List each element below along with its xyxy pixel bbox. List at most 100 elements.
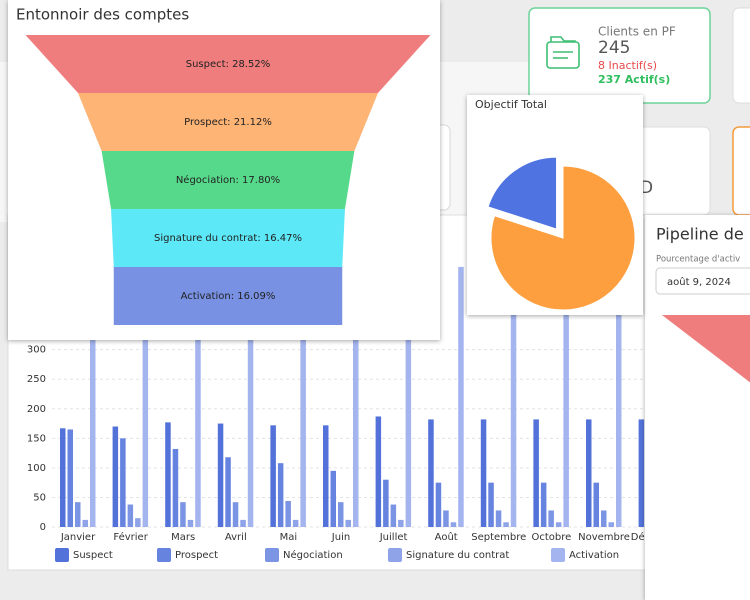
x-tick-label: Octobre bbox=[531, 532, 571, 543]
bar bbox=[435, 482, 442, 527]
bar bbox=[608, 522, 614, 527]
card bbox=[732, 7, 750, 104]
bar bbox=[593, 482, 599, 527]
bar bbox=[232, 502, 239, 527]
y-tick-label: 50 bbox=[33, 492, 46, 503]
x-tick-label: Juin bbox=[331, 532, 350, 543]
funnel-label: Activation: 16.09% bbox=[181, 291, 276, 302]
bar bbox=[533, 419, 539, 527]
bar bbox=[180, 502, 186, 527]
legend-label: Négociation bbox=[283, 549, 343, 561]
card bbox=[732, 126, 750, 216]
funnel-label: Suspect: 28.52% bbox=[186, 59, 271, 70]
funnel-window: Entonnoir des comptes Suspect: 28.52% Pro… bbox=[8, 0, 440, 340]
clients-card[interactable]: Clients en PF 245 8 Inactif(s) 237 Actif… bbox=[528, 7, 711, 104]
bar bbox=[458, 266, 464, 527]
bar bbox=[563, 290, 569, 527]
x-tick-label: Août bbox=[435, 531, 458, 543]
bar bbox=[112, 426, 119, 527]
bar bbox=[405, 290, 412, 527]
legend-label: Prospect bbox=[175, 550, 218, 561]
legend-swatch bbox=[265, 548, 279, 562]
bar bbox=[187, 519, 194, 527]
funnel-stage bbox=[25, 35, 431, 93]
bar bbox=[390, 504, 397, 527]
bar bbox=[240, 519, 246, 527]
bar bbox=[292, 519, 299, 527]
funnel-stage bbox=[101, 151, 355, 209]
pipeline-subtitle: Pourcentage d'activ bbox=[656, 255, 740, 265]
bar bbox=[90, 290, 96, 527]
x-tick-label: Mars bbox=[171, 532, 195, 543]
card-inactive: 8 Inactif(s) bbox=[598, 59, 657, 72]
bar bbox=[127, 504, 134, 527]
bar bbox=[375, 416, 382, 527]
bar bbox=[480, 419, 487, 527]
bar bbox=[428, 419, 434, 527]
x-tick-label: Mai bbox=[280, 532, 298, 543]
y-tick-label: 100 bbox=[27, 463, 46, 474]
bar bbox=[135, 518, 141, 527]
pie-slice bbox=[487, 156, 558, 230]
y-tick-label: 0 bbox=[40, 522, 46, 533]
legend-swatch bbox=[551, 548, 565, 562]
bar bbox=[353, 290, 359, 527]
bar bbox=[217, 423, 224, 527]
y-tick-label: 250 bbox=[27, 374, 46, 385]
bar bbox=[172, 448, 179, 527]
x-tick-label: Juillet bbox=[379, 532, 408, 543]
card-title: Clients en PF bbox=[598, 25, 676, 39]
bar bbox=[75, 502, 81, 527]
date-value: août 9, 2024 bbox=[667, 276, 731, 288]
bar bbox=[277, 463, 284, 527]
bar bbox=[601, 510, 607, 527]
bar bbox=[383, 479, 389, 527]
legend-swatch bbox=[388, 548, 402, 562]
card-active: 237 Actif(s) bbox=[598, 73, 670, 86]
bar bbox=[488, 482, 494, 527]
bar bbox=[225, 457, 231, 527]
bar bbox=[495, 510, 502, 527]
date-input[interactable] bbox=[655, 267, 750, 295]
bar bbox=[285, 500, 291, 527]
bar bbox=[503, 522, 509, 527]
bar bbox=[270, 425, 276, 527]
funnel-stage bbox=[111, 209, 345, 267]
pie-title: Objectif Total bbox=[475, 98, 547, 111]
pipeline-funnel-top bbox=[662, 315, 750, 383]
folder-icon bbox=[546, 36, 580, 69]
funnel-label: Négociation: 17.80% bbox=[176, 174, 280, 186]
legend-swatch bbox=[55, 548, 69, 562]
bar bbox=[323, 425, 329, 527]
bar bbox=[67, 429, 73, 527]
bar bbox=[548, 510, 554, 527]
bar bbox=[82, 519, 88, 527]
bar bbox=[555, 522, 562, 527]
bar bbox=[195, 290, 201, 527]
x-tick-label: Novembre bbox=[578, 532, 630, 543]
funnel-stage bbox=[78, 93, 378, 151]
legend-label: Suspect bbox=[73, 550, 113, 561]
bar bbox=[638, 419, 645, 527]
pie-window: Objectif Total bbox=[467, 95, 643, 315]
x-tick-label: Février bbox=[113, 531, 148, 543]
bar bbox=[345, 519, 351, 527]
pipeline-window: Pipeline de Pourcentage d'activ août 9, … bbox=[645, 215, 750, 600]
x-tick-label: Septembre bbox=[471, 532, 526, 543]
bar bbox=[60, 428, 66, 527]
funnel-title: Entonnoir des comptes bbox=[16, 6, 189, 24]
legend-label: Signature du contrat bbox=[406, 550, 509, 561]
bar bbox=[338, 502, 344, 527]
y-tick-label: 150 bbox=[27, 433, 46, 444]
pie-slice bbox=[490, 165, 636, 311]
bar bbox=[247, 290, 254, 527]
bar bbox=[510, 290, 517, 527]
x-tick-label: Janvier bbox=[60, 532, 96, 543]
bar bbox=[443, 510, 449, 527]
card-partial-text: D bbox=[640, 178, 653, 198]
y-tick-label: 200 bbox=[27, 404, 46, 415]
bar bbox=[330, 470, 336, 527]
bar bbox=[300, 290, 306, 527]
